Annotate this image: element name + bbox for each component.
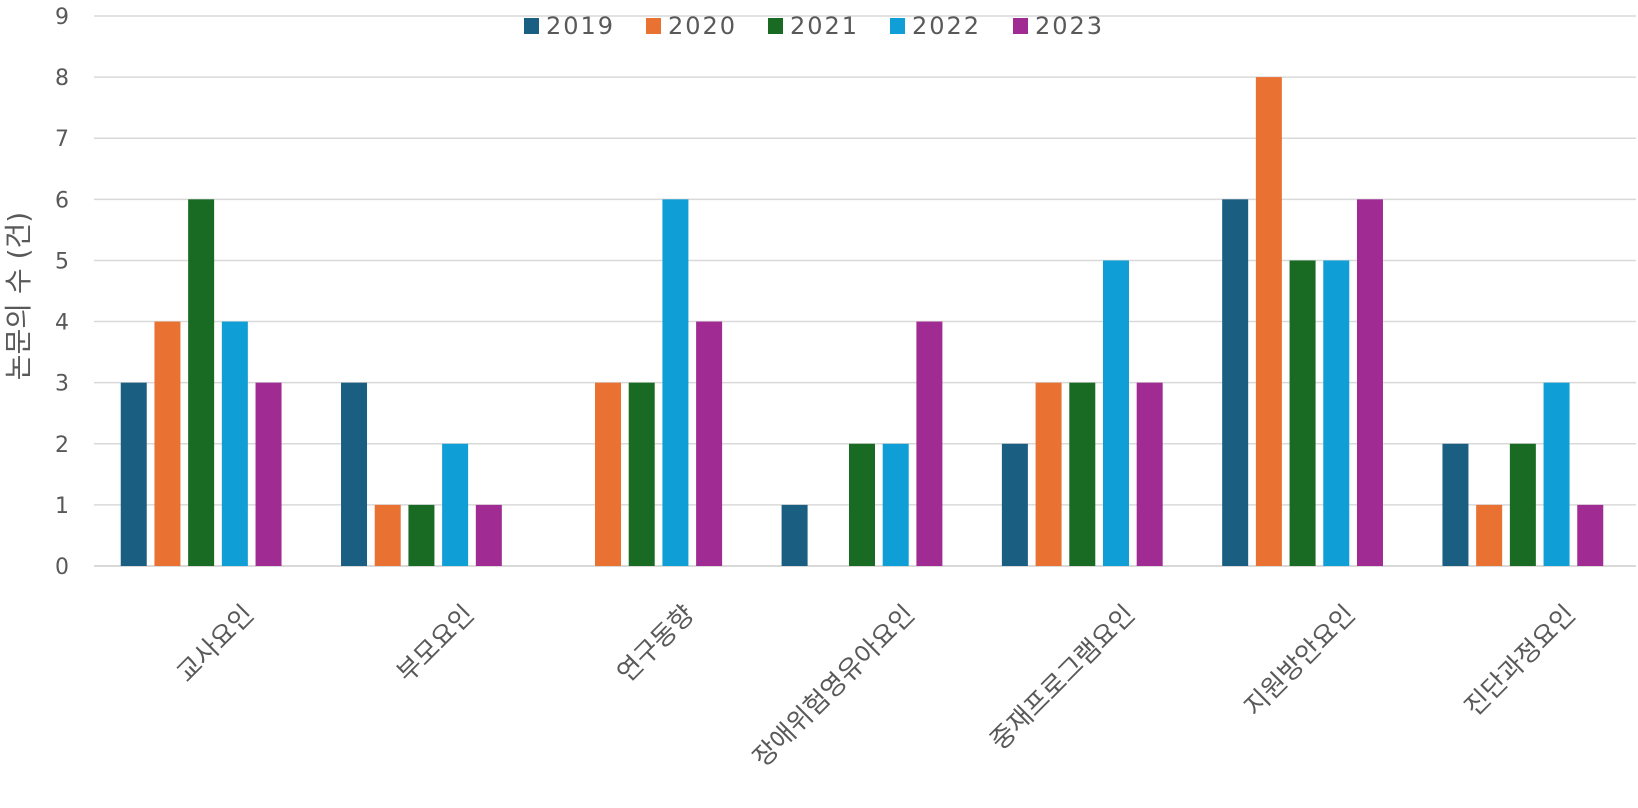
legend-swatch-2023	[1013, 18, 1028, 34]
bar-2022	[221, 321, 248, 566]
x-category-label: 교사요인	[171, 600, 260, 689]
bar-2023	[916, 321, 943, 566]
bar-2020	[1476, 504, 1503, 566]
x-category-label: 지원방안요인	[1239, 600, 1362, 723]
x-axis-category-labels: 교사요인 부모요인 연구동향 장애위험영유아요인 중재프로그램요인 지원방안요인 진단과정요…	[171, 600, 1582, 773]
legend-label: 2021	[790, 12, 859, 40]
y-tick-label: 1	[55, 494, 69, 519]
bar-2022	[662, 199, 689, 567]
bar-2022	[882, 443, 909, 566]
bar-2019	[1001, 443, 1028, 566]
x-category-label: 진단과정요인	[1459, 600, 1582, 723]
bar-2021	[1289, 260, 1316, 566]
bar-2022	[442, 443, 469, 566]
y-axis-ticks: 0 1 2 3 4 5 6 7 8 9	[55, 5, 69, 580]
bar-2020	[1035, 382, 1062, 566]
legend-label: 2019	[546, 12, 615, 40]
bar-2020	[1255, 77, 1282, 566]
bar-2019	[120, 382, 147, 566]
x-category-label: 장애위험영유아요인	[748, 600, 921, 773]
x-category-label: 연구동향	[612, 600, 701, 689]
bar-2021	[188, 199, 215, 567]
legend: 2019 2020 2021 2022 2023	[524, 12, 1104, 40]
bar-2022	[1323, 260, 1350, 566]
y-tick-label: 9	[55, 5, 69, 30]
legend-swatch-2021	[768, 18, 783, 34]
y-tick-label: 8	[55, 66, 69, 91]
y-tick-label: 0	[55, 555, 69, 580]
legend-label: 2020	[668, 12, 737, 40]
bar-2020	[154, 321, 181, 566]
bar-2019	[781, 504, 808, 566]
y-tick-label: 4	[55, 311, 69, 336]
bar-2020	[374, 504, 401, 566]
y-tick-label: 3	[55, 372, 69, 397]
bar-2021	[628, 382, 655, 566]
y-tick-label: 2	[55, 433, 69, 458]
bar-2019	[1442, 443, 1469, 566]
legend-label: 2022	[912, 12, 981, 40]
y-tick-label: 6	[55, 188, 69, 213]
bar-2022	[1543, 382, 1570, 566]
bar-2023	[475, 504, 502, 566]
bar-2020	[595, 382, 622, 566]
bar-2021	[849, 443, 875, 566]
bar-2019	[1222, 199, 1249, 567]
bar-2021	[408, 504, 435, 566]
x-category-label: 부모요인	[392, 600, 481, 689]
y-axis-title: 논문의 수 (건)	[2, 212, 35, 380]
bar-2021	[1069, 382, 1096, 566]
x-category-label: 중재프로그램요인	[985, 600, 1142, 757]
bar-2023	[255, 382, 282, 566]
bars	[120, 77, 1604, 567]
bar-2023	[696, 321, 723, 566]
bar-2023	[1136, 382, 1163, 566]
y-tick-label: 7	[55, 127, 69, 152]
legend-swatch-2019	[524, 18, 539, 34]
bar-2023	[1356, 199, 1383, 567]
legend-swatch-2020	[646, 18, 661, 34]
legend-swatch-2022	[890, 18, 905, 34]
y-tick-label: 5	[55, 249, 69, 274]
bar-2022	[1102, 260, 1129, 566]
bar-2019	[341, 382, 368, 566]
bar-2021	[1509, 443, 1536, 566]
legend-label: 2023	[1035, 12, 1104, 40]
bar-2023	[1577, 504, 1604, 566]
